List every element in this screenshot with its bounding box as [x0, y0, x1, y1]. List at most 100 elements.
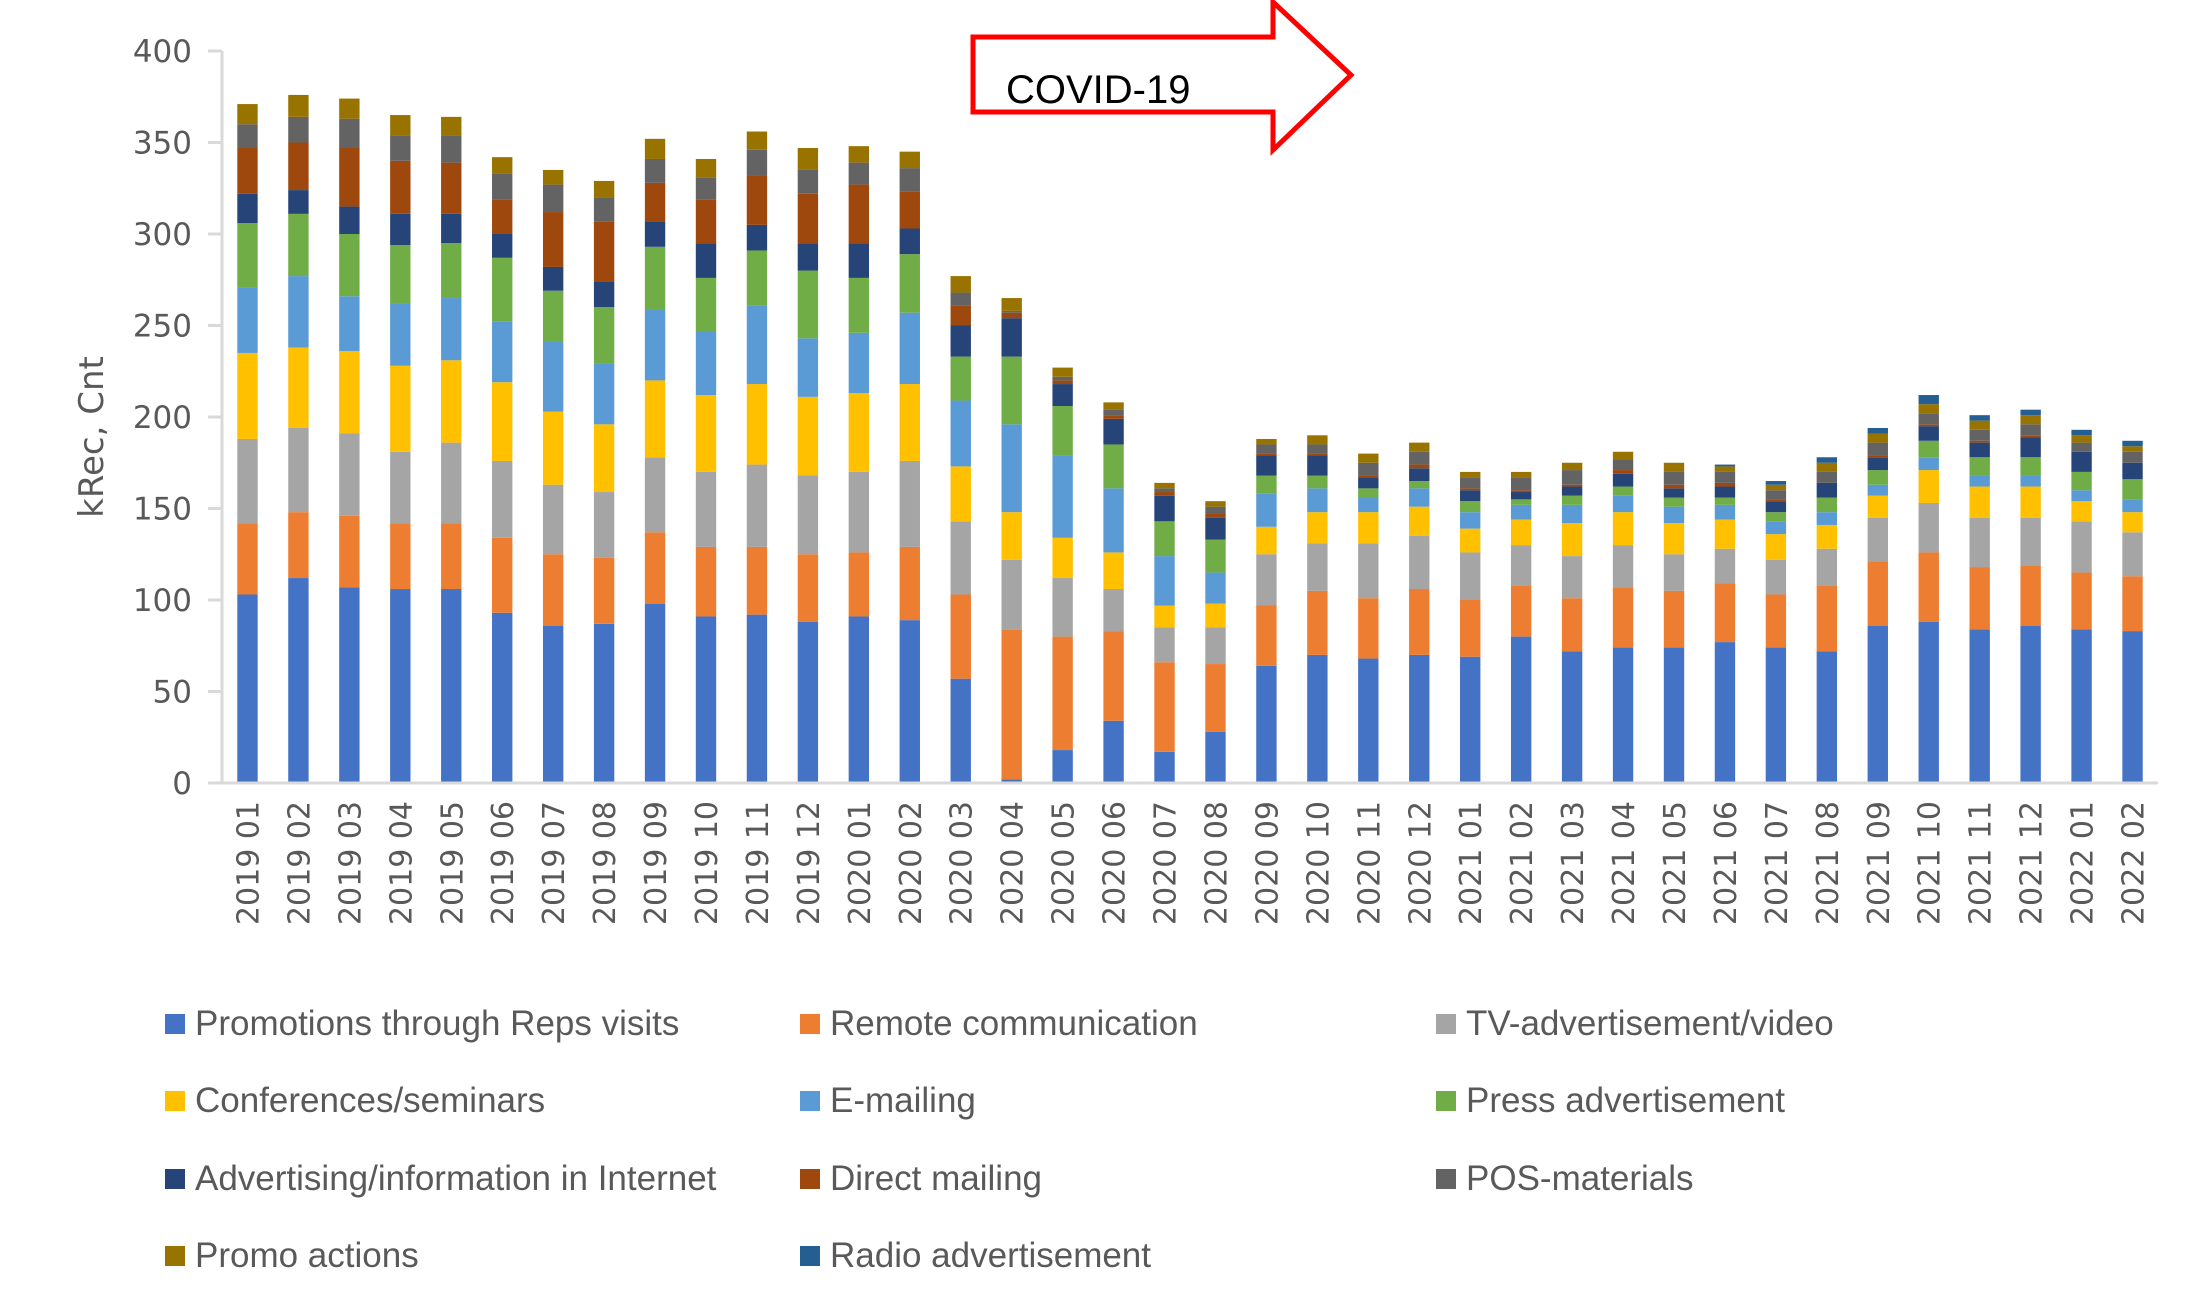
bar-segment-pos-materials: [288, 116, 309, 143]
bar-segment-remote-communication: [441, 523, 462, 590]
bar-stack: [644, 138, 666, 783]
x-tick-label: 2020 05: [1047, 801, 1082, 925]
bar-segment-press-advertisement: [237, 223, 258, 288]
legend-swatch: [800, 1246, 820, 1267]
bar-segment-pos-materials: [1460, 477, 1481, 489]
y-tick-label: 300: [133, 217, 192, 253]
x-tick-label: 2021 04: [1607, 801, 1642, 925]
x-axis: 2019 01 2019 02 2019 03 2019 04 2019 05 2019 …: [222, 781, 2158, 925]
bar-stack: [542, 169, 564, 783]
bar-stack: [237, 104, 258, 783]
bar-segment-promotions-through-reps-visits: [1001, 779, 1022, 783]
bar-segment-tv-advertisement-video: [237, 438, 258, 524]
bar-segment-conferences-seminars: [593, 424, 615, 493]
bar-segment-advertising-information-in-internet: [950, 325, 971, 357]
bar-segment-advertising-information-in-internet: [644, 221, 666, 247]
bar-segment-promo-actions: [1052, 367, 1073, 377]
bar-segment-advertising-information-in-internet: [1001, 318, 1022, 357]
bar-segment-remote-communication: [1663, 590, 1685, 648]
bar-segment-promotions-through-reps-visits: [441, 589, 462, 783]
bar-segment-e-mailing: [1052, 455, 1073, 538]
bar-segment-promo-actions: [2122, 446, 2143, 452]
legend: Promotions through Reps visits Remote com…: [165, 985, 2065, 1295]
bar-segment-pos-materials: [1307, 444, 1328, 454]
bar-segment-pos-materials: [1765, 490, 1787, 500]
bar-segment-tv-advertisement-video: [1918, 503, 1939, 553]
bar-segment-conferences-seminars: [237, 352, 258, 439]
bar-segment-press-advertisement: [1103, 444, 1124, 489]
bar-segment-conferences-seminars: [390, 365, 411, 452]
bar-segment-press-advertisement: [1816, 497, 1838, 513]
bar-segment-direct-mailing: [1409, 464, 1430, 469]
bar-segment-advertising-information-in-internet: [1918, 426, 1939, 441]
x-tick-label: 2021 10: [1913, 801, 1948, 925]
bar-segment-promo-actions: [1307, 435, 1328, 445]
bar-segment-promotions-through-reps-visits: [339, 587, 360, 783]
bar-segment-press-advertisement: [339, 234, 360, 297]
bar-segment-promotions-through-reps-visits: [1409, 654, 1430, 783]
bar-segment-press-advertisement: [746, 250, 768, 306]
bar-segment-radio-advertisement: [1969, 415, 1990, 421]
bar-segment-direct-mailing: [950, 305, 971, 326]
bar-segment-remote-communication: [695, 546, 717, 617]
legend-item: Advertising/information in Internet: [165, 1159, 800, 1199]
bar-stack: [1510, 471, 1532, 783]
bar-segment-promotions-through-reps-visits: [950, 678, 971, 783]
bar-segment-conferences-seminars: [2071, 501, 2092, 522]
bar-segment-e-mailing: [1663, 506, 1685, 524]
bar-segment-pos-materials: [542, 184, 564, 213]
bar-segment-pos-materials: [1969, 429, 1990, 441]
bar-segment-conferences-seminars: [542, 411, 564, 485]
bar-segment-pos-materials: [2071, 442, 2092, 452]
bar-segment-promotions-through-reps-visits: [1460, 656, 1481, 783]
bar-segment-promotions-through-reps-visits: [1663, 647, 1685, 783]
covid-label: COVID-19: [1006, 68, 1191, 112]
bar-segment-tv-advertisement-video: [288, 427, 309, 513]
bar-segment-e-mailing: [1307, 488, 1328, 513]
bar-segment-remote-communication: [899, 546, 920, 621]
bar-segment-conferences-seminars: [1765, 534, 1787, 560]
legend-swatch: [1436, 1013, 1456, 1034]
bar-segment-remote-communication: [1001, 629, 1022, 780]
bar-segment-press-advertisement: [542, 290, 564, 342]
bar-segment-tv-advertisement-video: [1969, 517, 1990, 568]
x-tick-label: 2019 06: [486, 801, 521, 925]
bar-segment-conferences-seminars: [644, 380, 666, 458]
bar-segment-direct-mailing: [1663, 484, 1685, 489]
bar-segment-e-mailing: [644, 309, 666, 381]
bar-segment-advertising-information-in-internet: [1510, 492, 1532, 500]
bar-segment-remote-communication: [2122, 576, 2143, 632]
bar-segment-promotions-through-reps-visits: [1765, 647, 1787, 783]
legend-swatch: [1436, 1091, 1456, 1112]
bar-segment-press-advertisement: [1307, 475, 1328, 489]
y-tick-label: 250: [133, 309, 192, 345]
legend-label: Direct mailing: [830, 1158, 1042, 1198]
bar-segment-press-advertisement: [1918, 440, 1939, 458]
bar-segment-tv-advertisement-video: [1409, 535, 1430, 590]
bar-segment-advertising-information-in-internet: [1358, 477, 1379, 489]
bar-segment-tv-advertisement-video: [339, 433, 360, 516]
legend-label: Promotions through Reps visits: [195, 1003, 680, 1043]
bar-segment-pos-materials: [1103, 409, 1124, 416]
bar-stack: [390, 115, 411, 783]
x-tick-label: 2021 01: [1454, 801, 1489, 925]
bar-stack: [1561, 462, 1583, 783]
bar-segment-direct-mailing: [1154, 492, 1175, 496]
bar-stack: [797, 147, 819, 783]
bar-segment-direct-mailing: [1969, 440, 1990, 443]
bar-segment-radio-advertisement: [2071, 429, 2092, 436]
bar-segment-pos-materials: [1561, 470, 1583, 485]
x-tick-label: 2020 11: [1352, 801, 1387, 925]
bar-stack: [1409, 442, 1430, 783]
bar-segment-e-mailing: [288, 276, 309, 348]
bar-segment-conferences-seminars: [1409, 506, 1430, 536]
bar-segment-radio-advertisement: [2020, 409, 2041, 416]
bar-segment-pos-materials: [848, 162, 870, 185]
bar-segment-direct-mailing: [1001, 312, 1022, 319]
bar-segment-advertising-information-in-internet: [390, 213, 411, 245]
bar-segment-press-advertisement: [441, 243, 462, 299]
bar-segment-pos-materials: [339, 118, 360, 148]
bar-segment-pos-materials: [1154, 488, 1175, 493]
bar-segment-conferences-seminars: [1154, 605, 1175, 628]
bar-stack: [950, 276, 971, 783]
